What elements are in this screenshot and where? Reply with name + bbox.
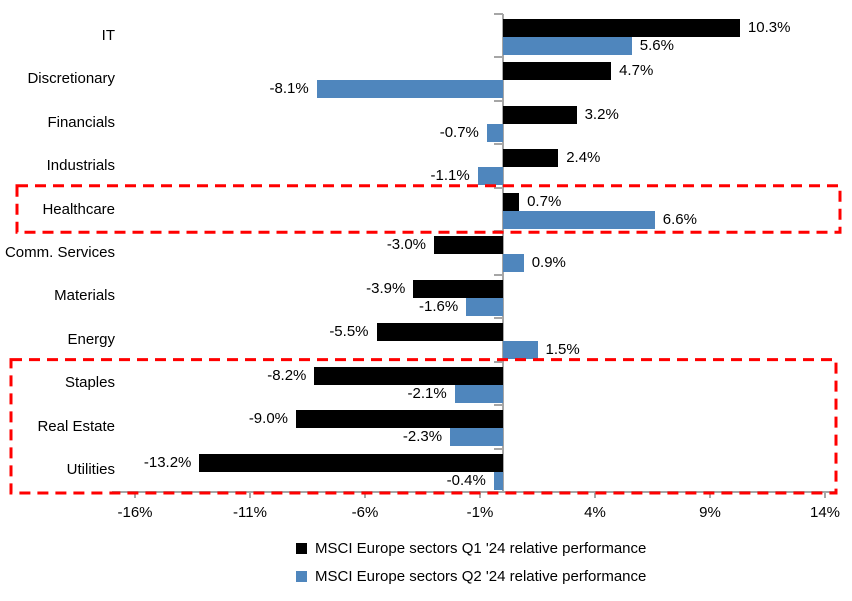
- category-tick: [494, 447, 503, 450]
- x-axis-tick-label: 9%: [699, 504, 721, 521]
- legend-marker-q2-icon: [296, 570, 307, 582]
- bar-q1: [296, 410, 503, 429]
- bar-q2: [503, 210, 655, 229]
- legend-label-q1: MSCI Europe sectors Q1 '24 relative perf…: [315, 539, 647, 557]
- x-axis-tick: [594, 492, 596, 498]
- category-tick: [494, 99, 503, 102]
- category-tick: [494, 317, 503, 320]
- category-tick: [494, 230, 503, 233]
- bar-q1: [503, 105, 577, 124]
- category-tick: [494, 404, 503, 407]
- x-axis-tick: [249, 492, 251, 498]
- bar-q1: [503, 192, 520, 211]
- value-label: -3.9%: [366, 279, 406, 297]
- value-label: 5.6%: [639, 37, 674, 54]
- category-label: IT: [101, 26, 115, 44]
- value-label: 0.7%: [527, 192, 562, 210]
- value-label: -13.2%: [143, 453, 192, 471]
- bar-q2: [486, 123, 503, 142]
- value-label: -1.1%: [430, 167, 470, 185]
- category-tick: [494, 273, 503, 276]
- value-label: -3.0%: [386, 236, 426, 254]
- category-tick: [494, 56, 503, 59]
- x-axis-tick: [479, 492, 481, 498]
- bar-q1: [199, 453, 503, 472]
- value-label: -5.5%: [329, 323, 369, 341]
- category-tick: [494, 186, 503, 189]
- x-axis-line: [112, 491, 836, 493]
- category-label: Staples: [64, 374, 115, 392]
- x-axis-tick-label: -6%: [351, 504, 379, 521]
- category-tick: [494, 143, 503, 146]
- category-tick: [494, 491, 503, 493]
- value-label: -2.1%: [407, 384, 447, 402]
- bar-q1: [376, 323, 503, 342]
- category-label: Materials: [54, 287, 115, 305]
- value-label: -8.1%: [269, 80, 309, 98]
- value-label: -0.7%: [439, 123, 479, 141]
- highlight-box: [15, 184, 842, 234]
- category-label: Healthcare: [42, 200, 115, 218]
- category-label: Real Estate: [37, 417, 115, 435]
- bar-q1: [434, 236, 503, 255]
- category-label: Utilities: [66, 461, 115, 479]
- bar-q2: [503, 341, 538, 360]
- bar-q2: [477, 167, 503, 186]
- value-label: -1.6%: [419, 297, 459, 315]
- legend-label-q2: MSCI Europe sectors Q2 '24 relative perf…: [315, 567, 647, 585]
- x-axis-tick: [364, 492, 366, 498]
- category-label: Comm. Services: [4, 244, 115, 261]
- value-label: 6.6%: [662, 210, 697, 228]
- x-axis-tick-label: -1%: [466, 504, 494, 521]
- value-label: 10.3%: [747, 19, 791, 36]
- value-label: 1.5%: [545, 341, 580, 359]
- value-label: -2.3%: [402, 428, 443, 446]
- legend-marker-q1-icon: [296, 542, 307, 554]
- value-label: -9.0%: [248, 410, 288, 428]
- legend-item-q2: MSCI Europe sectors Q2 '24 relative perf…: [296, 562, 646, 590]
- x-axis-tick-label: -16%: [117, 504, 153, 521]
- x-axis-tick: [709, 492, 711, 498]
- value-label: -0.4%: [446, 471, 486, 489]
- bar-q1: [314, 366, 503, 385]
- bar-q1: [503, 62, 612, 81]
- category-label: Discretionary: [27, 70, 115, 88]
- bar-q2: [503, 37, 632, 55]
- zero-axis-line: [502, 14, 504, 492]
- category-label: Industrials: [46, 157, 115, 175]
- value-label: 2.4%: [566, 149, 601, 167]
- bar-q2: [316, 80, 503, 99]
- legend: MSCI Europe sectors Q1 '24 relative perf…: [296, 534, 646, 590]
- bar-q2: [454, 384, 503, 403]
- bar-q1: [413, 279, 503, 298]
- x-axis-tick-label: 14%: [809, 504, 841, 521]
- x-axis-tick-label: -11%: [233, 504, 267, 521]
- value-label: 0.9%: [531, 254, 566, 272]
- bar-q2: [450, 428, 503, 447]
- bar-q2: [503, 254, 524, 273]
- value-label: 4.7%: [619, 62, 654, 80]
- value-label: 3.2%: [584, 105, 619, 123]
- category-label: Financials: [47, 113, 115, 131]
- category-tick: [494, 13, 503, 15]
- bar-q1: [503, 149, 559, 168]
- value-label: -8.2%: [267, 366, 307, 384]
- bar-q2: [466, 297, 503, 316]
- x-axis-tick: [134, 492, 136, 498]
- bar-q2: [493, 471, 503, 490]
- bar-q1: [503, 19, 740, 37]
- x-axis-tick: [824, 492, 826, 498]
- legend-item-q1: MSCI Europe sectors Q1 '24 relative perf…: [296, 534, 646, 562]
- category-tick: [494, 360, 503, 363]
- x-axis-tick-label: 4%: [584, 504, 606, 521]
- category-label: Energy: [67, 330, 115, 348]
